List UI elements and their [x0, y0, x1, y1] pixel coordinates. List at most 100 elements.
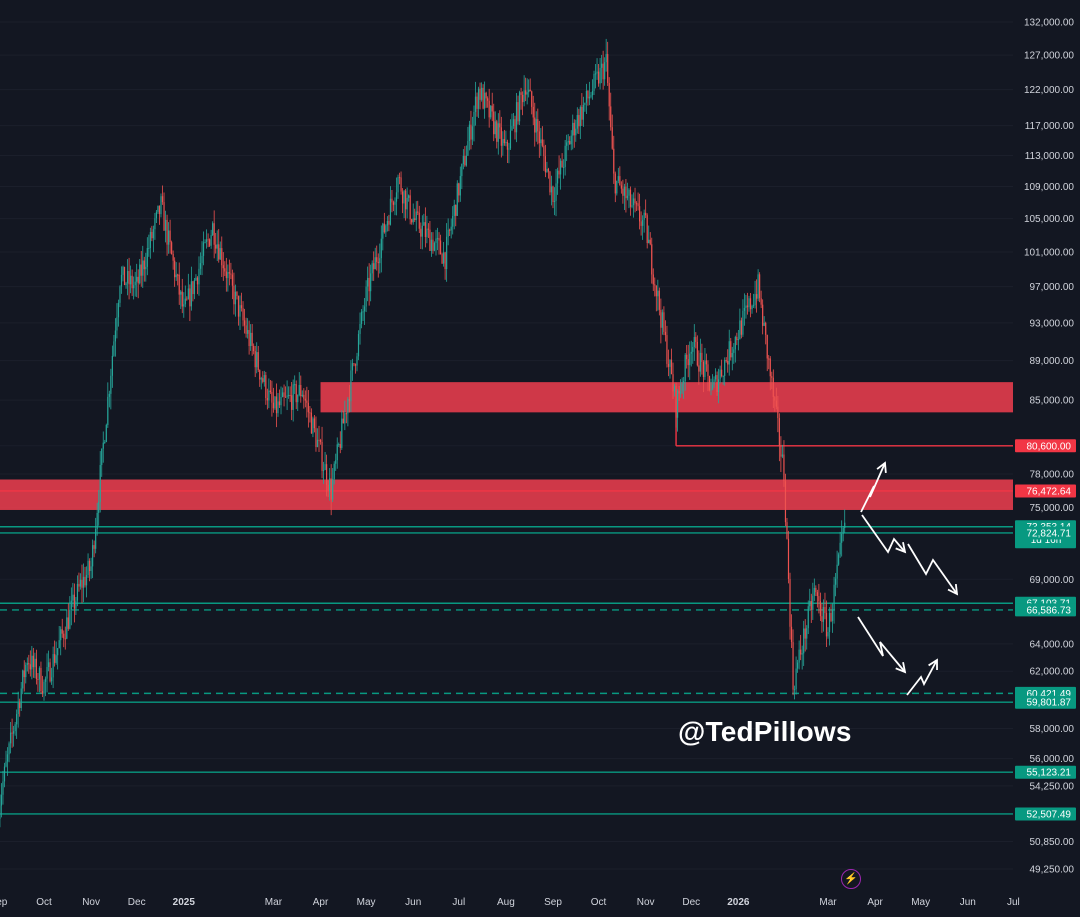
candle-body: [417, 211, 419, 213]
candle-body: [38, 667, 41, 680]
candle-body: [5, 761, 7, 767]
candle-body: [810, 601, 812, 610]
candle-body: [648, 239, 650, 244]
candle-body: [181, 291, 183, 307]
candle-body: [280, 396, 282, 406]
candle-body: [190, 281, 192, 307]
candle-body: [31, 655, 33, 670]
candle-body: [175, 274, 177, 278]
candle-body: [254, 351, 256, 368]
candle-body: [663, 312, 665, 332]
candle-body: [449, 229, 451, 231]
candle-body: [743, 308, 746, 311]
candle-body: [187, 288, 189, 299]
candle-body: [385, 225, 387, 233]
candle-body: [669, 359, 671, 367]
candle-body: [745, 305, 747, 309]
candle-body: [189, 288, 191, 307]
candle-body: [784, 481, 787, 523]
candle-body: [297, 395, 299, 403]
candle-body: [515, 102, 518, 133]
candle-body: [734, 336, 736, 350]
x-tick-label: Nov: [82, 897, 100, 908]
candle-body: [330, 478, 332, 500]
candle-body: [549, 171, 551, 193]
candle-body: [82, 576, 85, 588]
candle-body: [537, 119, 539, 132]
candle-body: [174, 260, 176, 278]
candle-body: [822, 607, 825, 622]
candle-body: [55, 655, 57, 663]
candle-body: [228, 272, 230, 274]
candle-body: [526, 92, 528, 95]
candle-body: [362, 311, 364, 313]
y-tick-label: 113,000.00: [1025, 151, 1075, 162]
candle-body: [40, 667, 42, 692]
candle-body: [266, 398, 268, 401]
candle-body: [793, 689, 796, 691]
price-label-box: [1015, 807, 1076, 821]
candle-body: [0, 805, 1, 819]
price-axis[interactable]: 132,000.00 127,000.00 122,000.00 117,000.00…: [1015, 18, 1076, 876]
candle-body: [818, 596, 820, 602]
candle-body: [614, 173, 616, 194]
candle-body: [844, 522, 846, 528]
candle-body: [281, 392, 284, 397]
candle-body: [61, 629, 63, 634]
candle-body: [274, 396, 276, 409]
candle-body: [825, 613, 828, 637]
candle-body: [716, 375, 718, 393]
candle-body: [236, 291, 238, 296]
candle-body: [711, 384, 714, 390]
candle-body: [233, 285, 235, 305]
candle-body: [792, 642, 794, 690]
candle-body: [412, 218, 414, 223]
candle-body: [184, 298, 186, 305]
candle-body: [684, 354, 686, 382]
candle-body: [765, 322, 767, 335]
candle-body: [499, 123, 501, 128]
candle-body: [509, 130, 512, 149]
candle-body: [830, 612, 832, 621]
candle-body: [777, 406, 779, 419]
arrow-down-2-head: [947, 583, 959, 596]
candle-body: [821, 616, 823, 622]
candle-body: [841, 533, 843, 543]
candle-body: [294, 384, 296, 386]
arrow-down-3: [857, 616, 906, 673]
candle-body: [740, 320, 742, 335]
candle-body: [523, 90, 525, 103]
candle-body: [286, 395, 288, 397]
candle-body: [326, 464, 328, 485]
candle-body: [356, 356, 358, 366]
candle-body: [786, 522, 788, 539]
candle-body: [421, 225, 423, 237]
candle-body: [90, 566, 92, 571]
candle-body: [386, 220, 388, 226]
x-tick-label: Mar: [265, 897, 283, 908]
candle-body: [439, 240, 442, 255]
candle-body: [689, 353, 691, 366]
candle-body: [148, 248, 150, 250]
x-tick-label: Sep: [544, 897, 562, 908]
x-tick-label: Apr: [313, 897, 329, 908]
candle-body: [316, 439, 319, 448]
candle-body: [195, 277, 197, 281]
candle-body: [722, 375, 724, 377]
candle-body: [667, 363, 670, 367]
candle-body: [718, 379, 720, 393]
candle-body: [625, 186, 627, 199]
candle-body: [683, 381, 685, 384]
candle-body: [763, 322, 765, 326]
candle-body: [259, 370, 261, 380]
candle-body: [506, 141, 509, 150]
candle-body: [231, 274, 234, 286]
candle-body: [212, 223, 214, 236]
candle-body: [411, 219, 413, 223]
candle-body: [575, 128, 577, 136]
lightning-icon[interactable]: ⚡: [841, 869, 861, 889]
time-axis[interactable]: Sep Oct Nov Dec 2025 Mar Apr May Jun Jul Aug Sep Oct…: [0, 897, 1020, 908]
candle-body: [139, 264, 141, 284]
candle-body: [0, 794, 3, 806]
